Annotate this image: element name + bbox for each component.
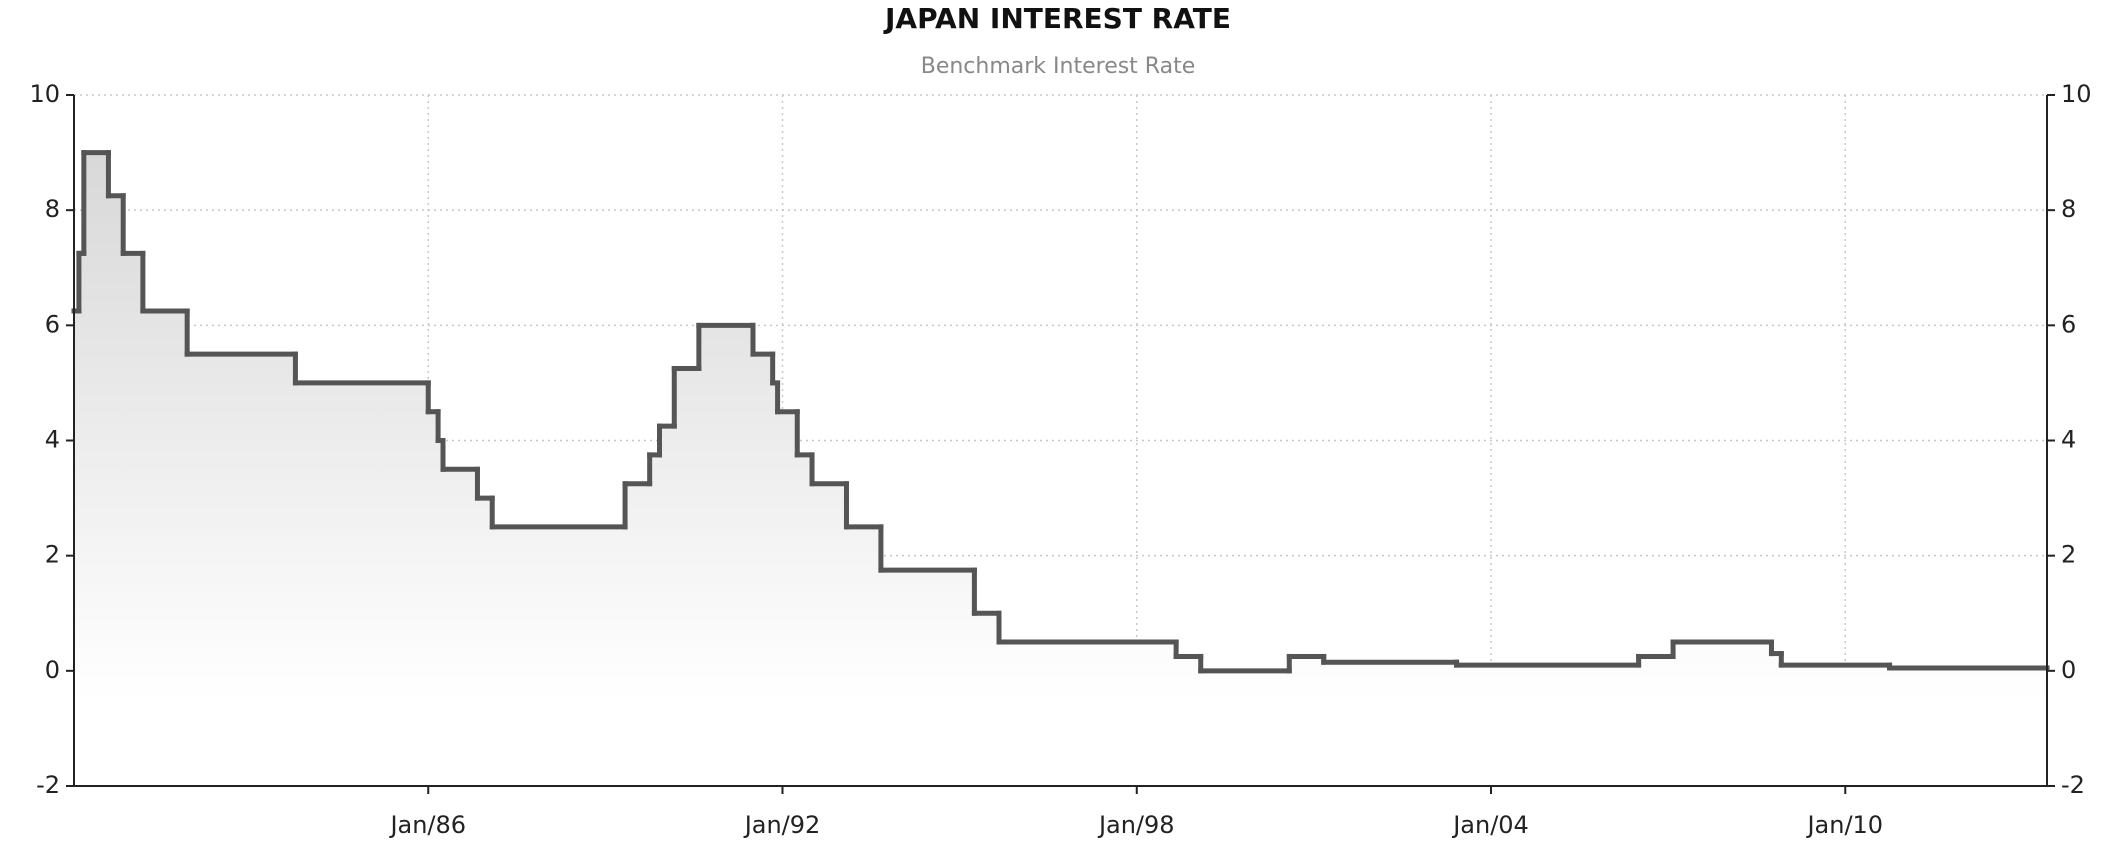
area-step (428, 411, 439, 786)
area-step (187, 354, 296, 786)
x-tick-label: Jan/10 (1805, 811, 1883, 839)
area-step (1771, 653, 1782, 786)
area-step (438, 440, 444, 786)
chart-subtitle: Benchmark Interest Rate (921, 54, 1196, 79)
area-step (772, 382, 779, 786)
area-step (78, 253, 85, 786)
area-step (1323, 662, 1458, 786)
area-step (83, 152, 109, 787)
area-step (443, 469, 478, 786)
chart-title: JAPAN INTEREST RATE (883, 2, 1231, 35)
area-step (142, 310, 188, 786)
y2-tick-label: 8 (2061, 195, 2076, 223)
area-step (880, 570, 975, 786)
area-step (295, 382, 429, 786)
area-step (752, 354, 774, 786)
area-step (108, 195, 124, 787)
area-step (649, 454, 661, 786)
y-tick-label: 0 (45, 656, 60, 684)
area-step (777, 411, 798, 786)
y-tick-label: 8 (45, 195, 60, 223)
x-tick-label: Jan/98 (1097, 811, 1175, 839)
area-step (1456, 665, 1640, 786)
area-step (1889, 667, 2048, 786)
y-tick-label: 4 (45, 426, 60, 454)
area-step (1638, 656, 1674, 786)
area-step (1176, 656, 1202, 786)
area-step (625, 483, 651, 786)
x-tick-label: Jan/86 (388, 811, 466, 839)
area-step (1781, 665, 1891, 786)
area-step (674, 368, 700, 786)
area-step (812, 483, 847, 786)
area-step (74, 310, 80, 786)
y-tick-label: 2 (45, 541, 60, 569)
area-step (492, 526, 626, 786)
y2-tick-label: -2 (2061, 771, 2085, 799)
area-step (1289, 656, 1325, 786)
area-step (123, 253, 144, 786)
y-tick-label: -2 (36, 771, 60, 799)
y2-tick-label: 2 (2061, 541, 2076, 569)
area-step (998, 642, 1177, 786)
y2-tick-label: 6 (2061, 310, 2076, 338)
area-step (797, 454, 813, 786)
x-tick-label: Jan/04 (1451, 811, 1529, 839)
area-step (659, 426, 675, 786)
area-step (698, 325, 754, 786)
y2-tick-label: 10 (2061, 80, 2092, 108)
area-step (477, 498, 493, 786)
area-step (1673, 642, 1772, 786)
x-tick-label: Jan/92 (743, 811, 821, 839)
area-step (1200, 670, 1290, 786)
area-step (974, 613, 1000, 786)
area-step (846, 526, 882, 786)
y-tick-label: 10 (29, 80, 60, 108)
y-tick-label: 6 (45, 310, 60, 338)
y2-tick-label: 4 (2061, 426, 2076, 454)
y2-tick-label: 0 (2061, 656, 2076, 684)
